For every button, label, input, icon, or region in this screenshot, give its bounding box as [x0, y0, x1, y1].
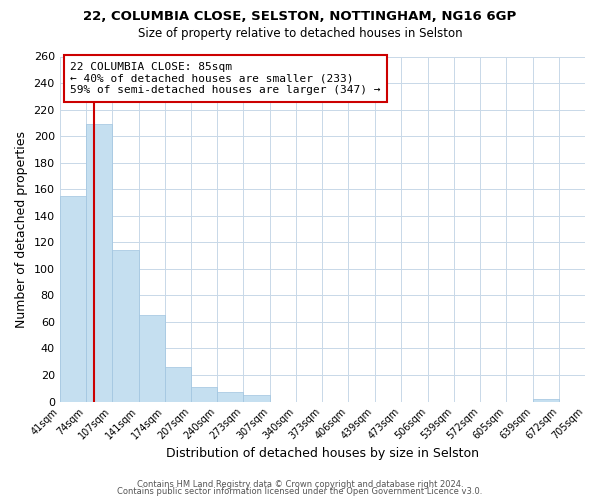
Bar [217, 392, 243, 402]
Bar [86, 124, 112, 402]
Bar [59, 196, 86, 402]
X-axis label: Distribution of detached houses by size in Selston: Distribution of detached houses by size … [166, 447, 479, 460]
Text: 22 COLUMBIA CLOSE: 85sqm
← 40% of detached houses are smaller (233)
59% of semi-: 22 COLUMBIA CLOSE: 85sqm ← 40% of detach… [70, 62, 380, 95]
Text: Contains public sector information licensed under the Open Government Licence v3: Contains public sector information licen… [118, 488, 482, 496]
Bar [112, 250, 139, 402]
Bar [533, 399, 559, 402]
Text: Contains HM Land Registry data © Crown copyright and database right 2024.: Contains HM Land Registry data © Crown c… [137, 480, 463, 489]
Text: 22, COLUMBIA CLOSE, SELSTON, NOTTINGHAM, NG16 6GP: 22, COLUMBIA CLOSE, SELSTON, NOTTINGHAM,… [83, 10, 517, 23]
Bar [165, 367, 191, 402]
Bar [243, 395, 270, 402]
Bar [139, 316, 165, 402]
Bar [191, 387, 217, 402]
Y-axis label: Number of detached properties: Number of detached properties [15, 130, 28, 328]
Text: Size of property relative to detached houses in Selston: Size of property relative to detached ho… [137, 28, 463, 40]
